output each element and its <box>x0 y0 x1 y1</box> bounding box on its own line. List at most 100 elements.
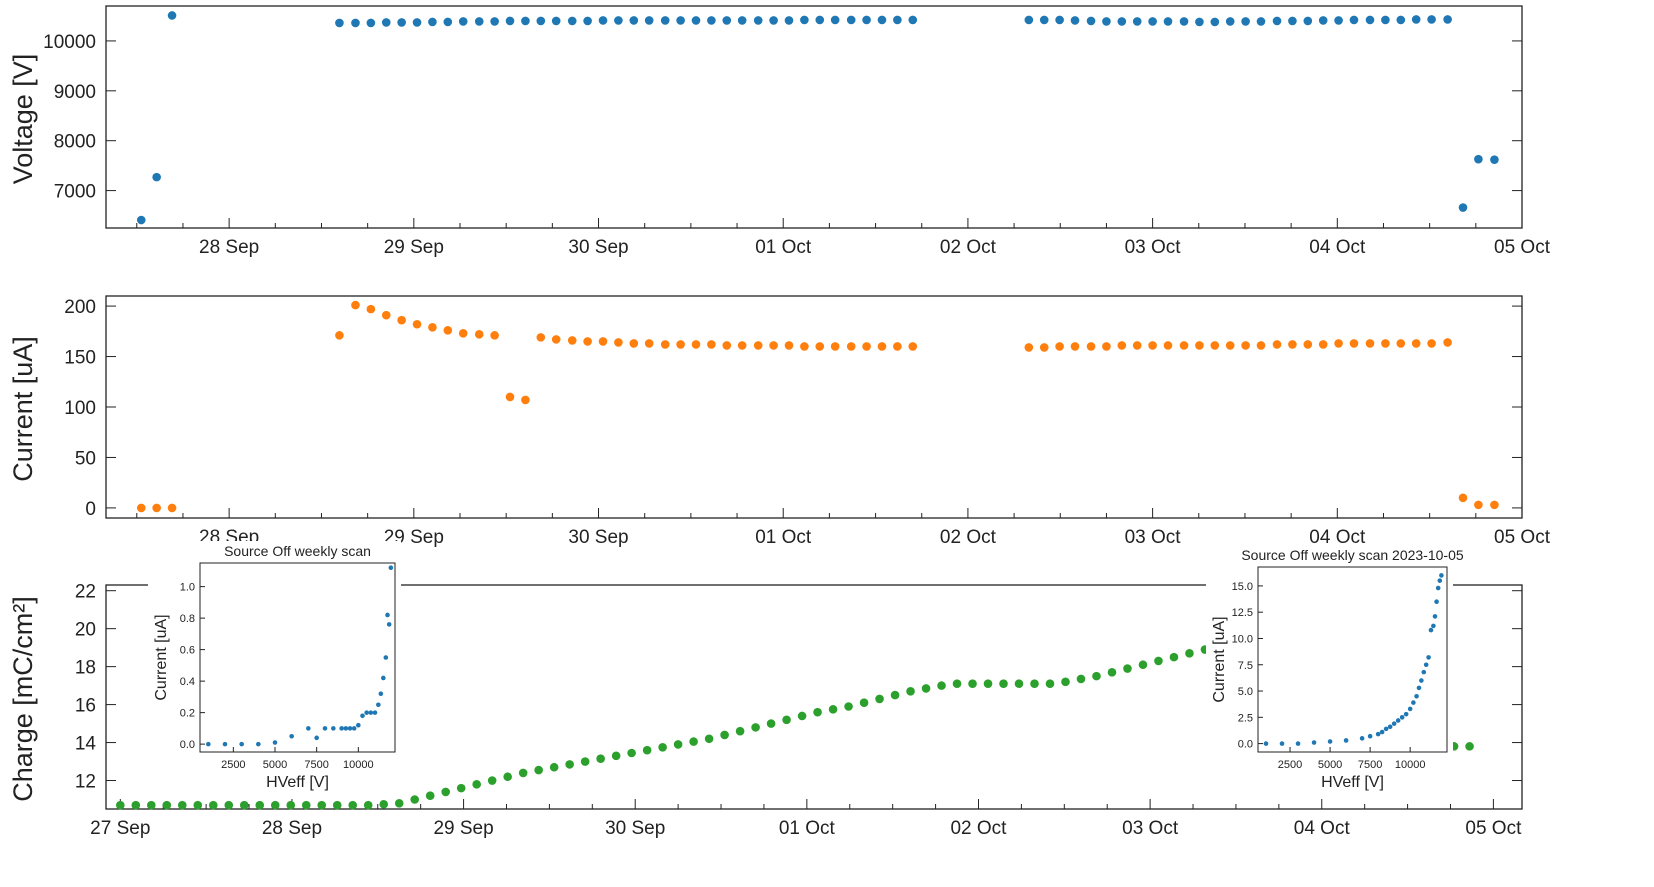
inset-left-data-point <box>289 733 294 739</box>
charge-data-point <box>472 780 481 789</box>
inset-left-y-tick-label: 0.2 <box>180 708 195 720</box>
charge-data-point <box>952 679 962 689</box>
inset-right-data-point <box>1419 678 1424 683</box>
inset-right-y-tick-label: 7.5 <box>1238 660 1253 672</box>
inset-left-data-point <box>376 702 381 708</box>
voltage-data-point <box>1474 154 1483 164</box>
charge-y-tick-label: 22 <box>75 582 96 603</box>
charge-data-point <box>813 707 822 717</box>
current-data-point <box>815 342 825 351</box>
inset-left-x-tick-label: 7500 <box>304 759 328 771</box>
charge-data-point <box>239 800 249 810</box>
voltage-x-tick-label: 02 Oct <box>940 237 997 258</box>
voltage-data-point <box>737 16 747 25</box>
inset-left-data-point <box>378 691 384 697</box>
current-data-point <box>490 331 499 340</box>
charge-x-tick-label: 01 Oct <box>779 818 836 839</box>
inset-right-data-point <box>1403 711 1409 717</box>
current-data-point <box>1163 341 1173 350</box>
panel-inset-right: Source Off weekly scan 2023-10-05 2500 500… <box>1206 545 1464 792</box>
inset-right-data-point <box>1387 724 1393 730</box>
inset-right-y-tick-label: 12.5 <box>1232 607 1253 619</box>
inset-left-x-tick-label: 5000 <box>263 759 287 771</box>
voltage-x-tick-label: 29 Sep <box>384 237 444 258</box>
current-data-point <box>1318 340 1328 349</box>
voltage-data-point <box>614 16 623 25</box>
current-data-point <box>753 341 763 350</box>
current-data-point <box>536 333 546 342</box>
inset-right-y-tick-label: 2.5 <box>1238 712 1253 724</box>
voltage-data-point <box>1318 16 1328 25</box>
voltage-data-point <box>490 17 499 26</box>
voltage-x-tick-label: 28 Sep <box>199 237 259 258</box>
inset-left-data-point <box>306 726 311 731</box>
charge-data-point <box>518 768 528 778</box>
inset-left-y-tick-label: 0.0 <box>180 739 195 751</box>
voltage-x-tick-label: 05 Oct <box>1494 237 1551 258</box>
inset-right-data-point <box>1431 623 1436 629</box>
charge-data-point <box>177 800 187 810</box>
charge-data-point <box>487 776 497 785</box>
voltage-data-point <box>1195 17 1204 27</box>
current-x-tick-label: 05 Oct <box>1494 527 1551 548</box>
charge-data-point <box>363 800 373 810</box>
charge-data-point <box>642 745 652 755</box>
current-data-point <box>1443 338 1452 347</box>
current-data-point <box>1427 339 1436 348</box>
current-data-point <box>722 341 732 350</box>
voltage-data-point <box>1443 15 1452 24</box>
voltage-x-tick-label: 03 Oct <box>1125 237 1182 258</box>
inset-left-x-axis-label: HVeff [V] <box>266 774 329 791</box>
charge-data-point <box>828 705 838 714</box>
voltage-data-point <box>1070 16 1080 25</box>
inset-left-data-point <box>372 710 378 715</box>
charge-data-point <box>1014 679 1024 689</box>
inset-left-data-point <box>339 726 344 731</box>
current-data-point <box>1210 341 1220 350</box>
charge-x-tick-label: 03 Oct <box>1122 818 1179 839</box>
voltage-data-point <box>443 17 453 27</box>
inset-right-data-point <box>1421 669 1427 675</box>
inset-left-y-tick-label: 0.8 <box>180 613 195 625</box>
voltage-data-point <box>676 16 685 25</box>
charge-y-tick-label: 18 <box>75 658 96 679</box>
voltage-data-point <box>877 15 887 25</box>
voltage-data-point <box>458 17 468 26</box>
voltage-data-point <box>1427 15 1436 24</box>
inset-left-x-tick-label: 2500 <box>221 759 245 771</box>
current-data-point <box>908 342 918 351</box>
charge-data-point <box>751 723 760 732</box>
current-data-point <box>862 342 871 351</box>
current-data-point <box>505 392 515 402</box>
voltage-data-point <box>1349 15 1359 25</box>
inset-right-data-point <box>1359 736 1365 741</box>
current-data-point <box>1256 341 1266 350</box>
voltage-data-point <box>583 16 592 26</box>
inset-left-data-point <box>343 726 349 731</box>
charge-data-point <box>1169 652 1179 662</box>
charge-data-point <box>425 791 435 801</box>
charge-data-point <box>1138 660 1148 670</box>
current-data-point <box>1365 339 1375 348</box>
charge-data-point <box>999 679 1008 689</box>
voltage-y-tick-label: 9000 <box>54 82 96 103</box>
charge-data-point <box>704 734 714 744</box>
current-data-point <box>443 326 453 335</box>
inset-right-data-point <box>1439 573 1444 578</box>
charge-data-point <box>627 748 636 758</box>
charge-data-point <box>983 679 993 689</box>
inset-left-data-point <box>222 741 228 747</box>
inset-right-data-point <box>1295 741 1301 746</box>
current-data-point <box>629 339 639 348</box>
current-data-point <box>1381 339 1390 348</box>
inset-right-y-tick-label: 0.0 <box>1238 739 1253 751</box>
current-y-tick-label: 100 <box>64 398 96 419</box>
voltage-data-point <box>412 18 422 27</box>
inset-right-data-point <box>1391 721 1397 726</box>
current-y-tick-label: 50 <box>75 448 96 469</box>
charge-data-point <box>1076 674 1086 684</box>
voltage-data-point <box>1132 17 1142 26</box>
charge-data-point <box>1107 668 1117 677</box>
current-data-point <box>1272 340 1282 349</box>
current-data-point <box>1055 342 1064 351</box>
